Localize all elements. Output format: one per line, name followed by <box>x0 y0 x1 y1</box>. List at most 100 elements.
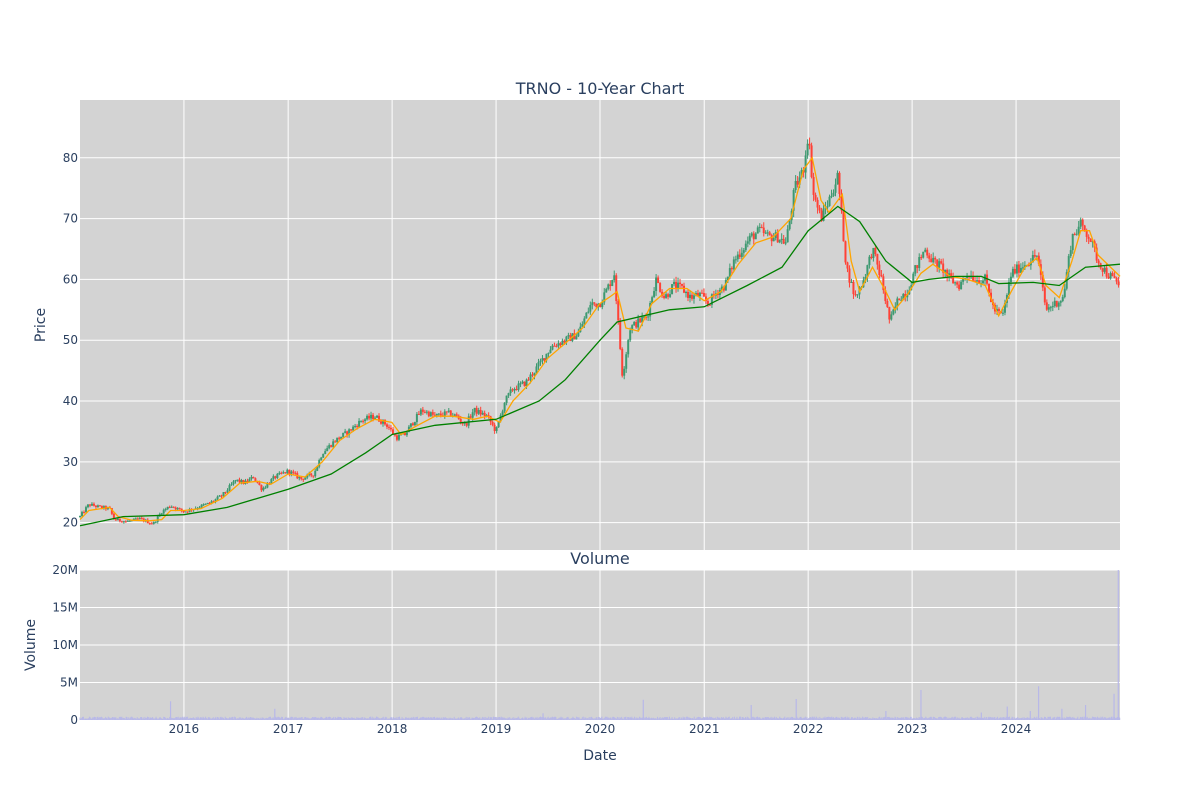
candle-body <box>830 195 833 197</box>
candle-body <box>673 281 676 285</box>
candle-body <box>940 261 943 264</box>
candle-body <box>710 294 713 305</box>
candle-body <box>1077 226 1080 234</box>
candle-body <box>734 259 737 261</box>
candle-body <box>872 247 875 259</box>
candle-body <box>515 389 518 391</box>
candle-body <box>342 432 345 437</box>
candle-body <box>724 280 727 291</box>
candle-body <box>90 503 93 506</box>
candle-body <box>154 521 157 523</box>
candle-body <box>627 340 630 355</box>
candle-body <box>978 280 981 284</box>
candle-body <box>160 513 163 515</box>
candle-body <box>220 495 223 497</box>
candle-body <box>471 412 474 418</box>
candle-body <box>334 441 337 443</box>
candle-body <box>675 281 678 289</box>
candle-body <box>740 252 743 258</box>
price-tick-label: 30 <box>63 455 78 469</box>
candle-body <box>364 419 367 422</box>
candle-body <box>332 441 335 447</box>
candle-body <box>595 303 598 308</box>
candle-body <box>242 480 245 484</box>
candle-body <box>270 479 273 484</box>
candle-body <box>1021 267 1024 269</box>
candle-body <box>639 318 642 323</box>
candle-body <box>549 349 552 353</box>
candle-body <box>164 508 167 510</box>
candle-body <box>166 506 169 509</box>
candle-body <box>1055 300 1058 307</box>
candle-body <box>808 143 811 146</box>
candle-body <box>449 410 452 417</box>
candle-body <box>611 279 614 286</box>
candle-body <box>523 381 526 387</box>
candle-body <box>537 362 540 367</box>
candle-body <box>517 383 520 390</box>
candle-body <box>186 511 189 513</box>
candle-body <box>168 506 171 508</box>
candle-body <box>686 291 689 298</box>
candle-body <box>387 426 390 428</box>
candle-body <box>425 411 428 413</box>
candle-body <box>613 275 616 280</box>
candle-body <box>972 275 975 281</box>
candle-body <box>559 343 562 345</box>
candle-body <box>501 411 504 416</box>
candle-body <box>378 415 381 422</box>
candle-body <box>930 258 933 263</box>
candle-body <box>124 521 127 523</box>
candle-body <box>222 492 225 497</box>
candle-body <box>744 243 747 251</box>
candle-body <box>172 506 175 508</box>
candle-body <box>198 507 201 509</box>
candle-body <box>924 249 927 252</box>
candle-body <box>545 353 548 361</box>
candle-body <box>820 210 823 221</box>
candle-body <box>615 275 618 302</box>
candle-body <box>318 460 321 467</box>
candle-body <box>952 277 955 284</box>
candle-body <box>760 226 763 228</box>
candle-body <box>1115 278 1118 282</box>
candle-body <box>338 437 341 439</box>
candle-body <box>224 492 227 494</box>
candle-body <box>900 300 903 302</box>
candle-body <box>140 518 143 520</box>
candle-body <box>1047 307 1050 310</box>
candle-body <box>370 414 373 419</box>
candle-body <box>1031 255 1034 263</box>
candle-body <box>878 264 881 275</box>
candle-body <box>589 305 592 312</box>
candle-body <box>236 479 239 481</box>
candle-body <box>132 518 135 521</box>
candle-body <box>806 143 809 156</box>
candle-body <box>812 177 815 195</box>
candle-body <box>274 476 277 478</box>
candle-body <box>136 518 139 520</box>
candle-body <box>557 343 560 347</box>
candle-body <box>417 413 420 415</box>
candle-body <box>1081 219 1084 226</box>
candle-body <box>629 330 632 341</box>
candle-body <box>667 294 670 297</box>
candle-body <box>206 502 209 504</box>
candle-body <box>230 484 233 486</box>
candle-body <box>138 518 141 520</box>
candle-body <box>736 254 739 260</box>
candle-body <box>852 281 855 295</box>
candle-body <box>896 298 899 307</box>
candle-body <box>698 292 701 297</box>
candle-body <box>272 476 275 480</box>
candle-body <box>1049 307 1052 309</box>
candle-body <box>112 513 115 520</box>
candle-body <box>966 276 969 278</box>
candle-body <box>152 522 155 524</box>
candle-body <box>842 210 845 242</box>
volume-tick-label: 10M <box>52 638 78 652</box>
candle-body <box>685 291 688 293</box>
candle-body <box>503 402 506 412</box>
candle-body <box>513 389 516 391</box>
candle-body <box>593 302 596 304</box>
